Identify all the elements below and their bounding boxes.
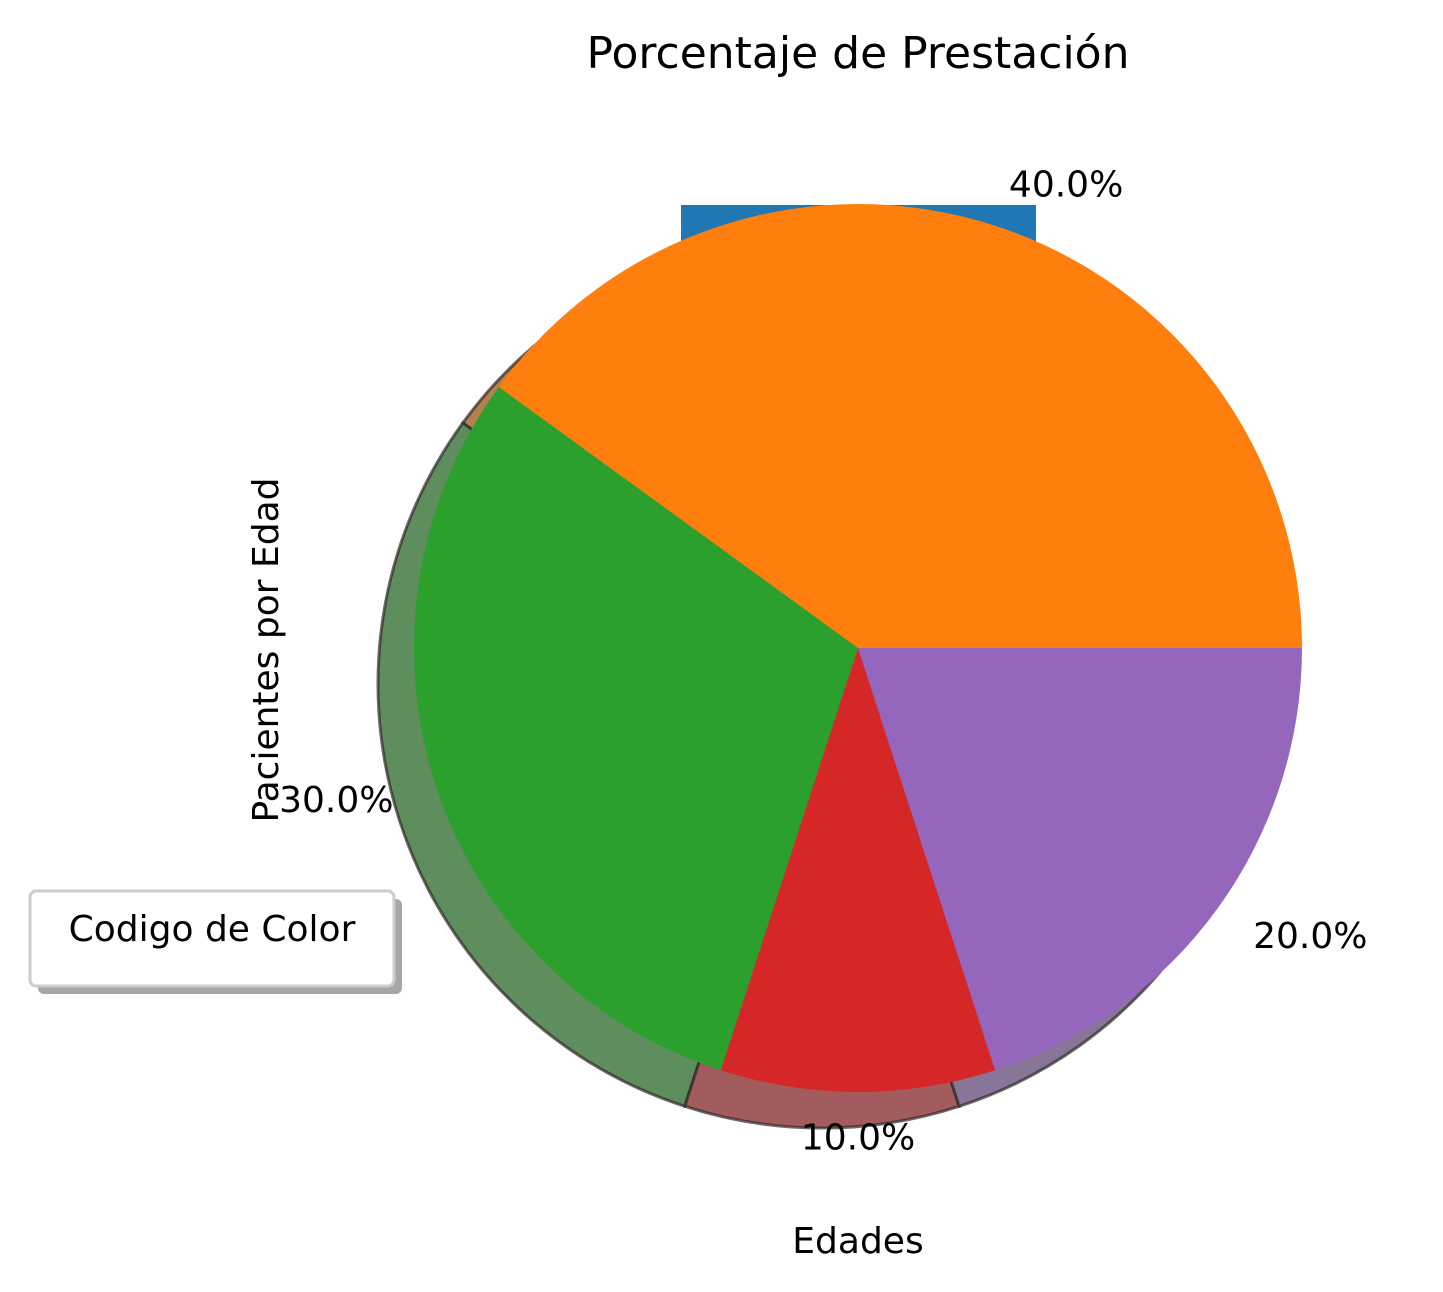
pie-slice-label: 40.0% bbox=[1009, 165, 1123, 206]
legend-box bbox=[28, 889, 396, 988]
pie-slice bbox=[720, 648, 996, 1092]
pie-slice-label: 30.0% bbox=[279, 780, 393, 821]
legend-title: Codigo de Color bbox=[69, 909, 356, 950]
pie-slice-label: 20.0% bbox=[1253, 916, 1367, 957]
x-axis-label: Edades bbox=[792, 1221, 923, 1262]
pie-slices bbox=[414, 204, 1302, 1092]
legend: Codigo de Color bbox=[28, 889, 402, 994]
pie-slice bbox=[858, 648, 1302, 1071]
chart-title: Porcentaje de Prestación bbox=[587, 28, 1130, 79]
pie-labels: 40.0% 30.0% 10.0% 20.0% bbox=[279, 165, 1367, 1159]
pie-slice bbox=[498, 204, 1302, 649]
y-axis-label: Pacientes por Edad bbox=[246, 477, 287, 822]
pie-slice-label: 10.0% bbox=[801, 1117, 915, 1158]
pie-slice bbox=[414, 387, 858, 1071]
